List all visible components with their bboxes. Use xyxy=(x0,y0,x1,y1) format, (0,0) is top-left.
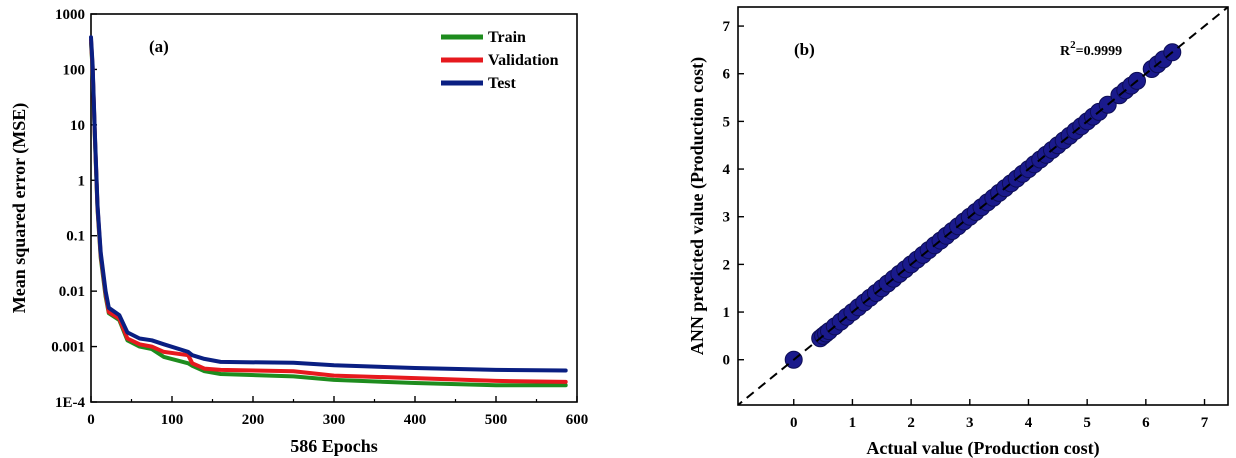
x-tick-label: 5 xyxy=(1083,415,1091,431)
y-tick-label: 0.1 xyxy=(66,229,85,245)
x-tick-label: 600 xyxy=(566,412,589,428)
x-tick-label: 6 xyxy=(1142,415,1150,431)
y-tick-label: 0 xyxy=(723,353,731,369)
y-axis-title: ANN predicted value (Production cost) xyxy=(687,57,708,355)
x-axis-title: 586 Epochs xyxy=(290,436,378,456)
x-tick-label: 0 xyxy=(790,415,798,431)
y-tick-label: 1000 xyxy=(55,7,85,23)
x-tick-label: 3 xyxy=(966,415,974,431)
y-tick-label: 0.001 xyxy=(51,340,85,356)
panel-a: 0 100 200 300 400 500 600 1E-4 0.001 0.01 0.1 1 10 10… xyxy=(9,7,588,456)
x-tick-label: 0 xyxy=(87,412,95,428)
x-tick-label: 7 xyxy=(1201,415,1209,431)
y-tick-label: 1E-4 xyxy=(55,395,86,411)
y-axis-title: Mean squared error (MSE) xyxy=(9,103,30,313)
y-tick-label: 4 xyxy=(723,162,731,178)
x-tick-label: 400 xyxy=(404,412,427,428)
y-tick-label: 2 xyxy=(723,257,731,273)
x-tick-label: 200 xyxy=(242,412,265,428)
y-tick-label: 6 xyxy=(723,67,731,83)
legend-label: Validation xyxy=(488,52,559,69)
y-tick-label: 7 xyxy=(723,19,731,35)
x-tick-label: 300 xyxy=(323,412,346,428)
x-tick-label: 2 xyxy=(907,415,915,431)
y-tick-label: 0.01 xyxy=(59,284,85,300)
x-axis-title: Actual value (Production cost) xyxy=(866,438,1099,458)
legend-label: Train xyxy=(488,29,526,46)
y-tick-label: 1 xyxy=(78,173,86,189)
panel-label: (b) xyxy=(794,40,815,59)
x-tick-label: 500 xyxy=(485,412,508,428)
legend-label: Test xyxy=(488,75,517,92)
r-squared-annotation: R2=0.9999 xyxy=(1060,39,1122,59)
series-line-train xyxy=(89,41,568,388)
panel-b: 0 1 2 3 4 5 6 7 0 1 2 3 4 5 6 7 (b) R2=0.9999 Actual value… xyxy=(687,6,1229,458)
panel-b-frame xyxy=(737,6,1229,406)
panel-label: (a) xyxy=(149,37,169,56)
y-tick-label: 3 xyxy=(723,210,731,226)
x-tick-label: 4 xyxy=(1025,415,1033,431)
y-tick-label: 5 xyxy=(723,114,731,130)
y-tick-label: 1 xyxy=(723,305,731,321)
y-tick-label: 10 xyxy=(70,118,85,134)
reference-line xyxy=(738,7,1228,405)
series-line-test xyxy=(89,35,568,373)
y-tick-label: 100 xyxy=(63,62,86,78)
x-tick-label: 1 xyxy=(849,415,857,431)
x-tick-label: 100 xyxy=(161,412,184,428)
